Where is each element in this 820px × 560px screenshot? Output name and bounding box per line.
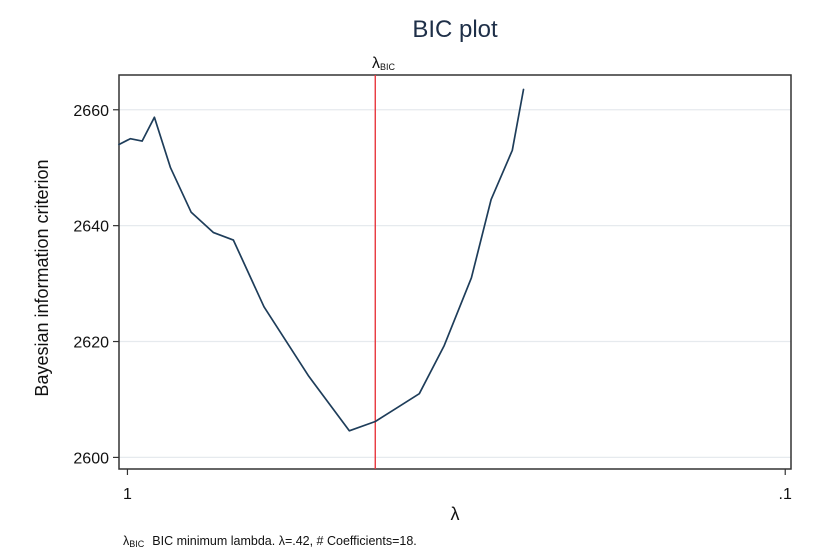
x-tick-label: .1 xyxy=(779,486,792,503)
reference-line-label: λBIC xyxy=(372,55,396,72)
chart-title: BIC plot xyxy=(412,16,498,43)
reference-line-label-main: λ xyxy=(372,55,380,72)
plot-frame xyxy=(118,74,792,470)
series-group xyxy=(118,88,525,432)
y-tick-label: 2600 xyxy=(73,450,109,467)
note-text: BIC minimum lambda. λ=.42, # Coefficient… xyxy=(152,534,416,548)
y-axis-label: Bayesian information criterion xyxy=(32,159,52,396)
x-tick-label: 1 xyxy=(123,486,132,503)
x-axis-label: λ xyxy=(451,504,460,524)
y-tick-label: 2620 xyxy=(73,335,109,352)
y-tick-label: 2640 xyxy=(73,219,109,236)
note-symbol-main: λ xyxy=(123,534,130,548)
gridlines xyxy=(119,109,791,459)
svg-text:λBIC: λBIC xyxy=(372,55,396,72)
note-symbol-sub: BIC xyxy=(129,539,145,549)
bic-series-line xyxy=(118,88,525,432)
y-tick-label: 2660 xyxy=(73,103,109,120)
reference-line-label-sub: BIC xyxy=(380,62,396,72)
y-axis-ticks: 2600 2620 2640 2660 xyxy=(73,103,119,467)
chart-note: λBIC BIC minimum lambda. λ=.42, # Coeffic… xyxy=(123,534,417,549)
x-axis-ticks: 1.1 xyxy=(123,469,792,503)
